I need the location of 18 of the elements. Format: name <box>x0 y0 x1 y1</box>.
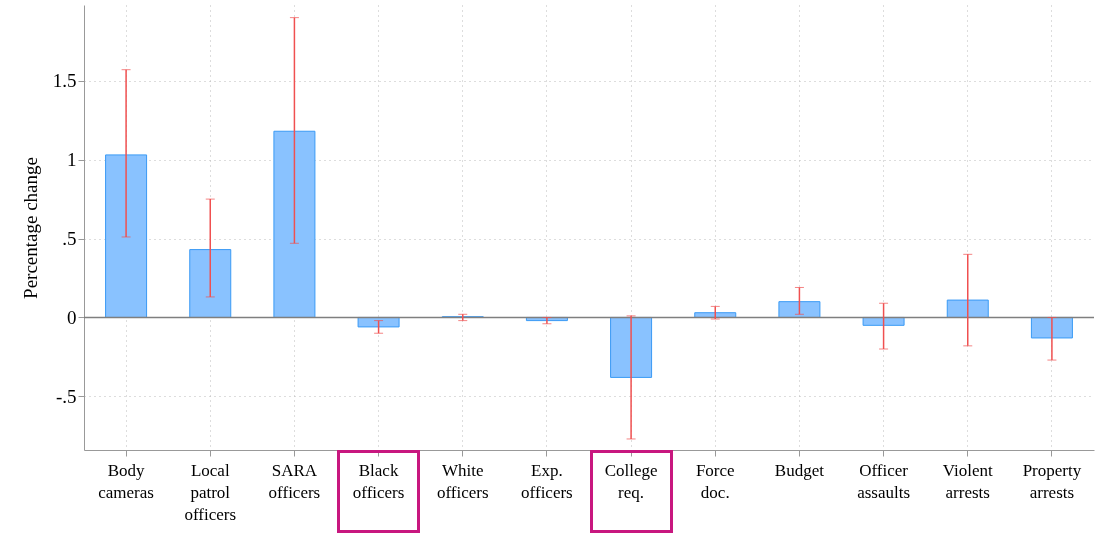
y-tick-label: -.5 <box>55 385 77 407</box>
x-tick-label: Officer assaults <box>857 460 911 502</box>
y-tick-label: .5 <box>62 228 77 250</box>
x-tick-label: Budget <box>774 460 825 480</box>
x-tick-label: Local patrol officers <box>184 460 237 524</box>
x-tick-label: Exp. officers <box>521 460 573 502</box>
x-tick-label: White officers <box>436 460 489 502</box>
x-tick-label: College req. <box>604 460 658 502</box>
y-tick-label: 1 <box>67 149 77 171</box>
x-tick-label: Black officers <box>352 460 405 502</box>
x-tick-label: Body cameras <box>98 460 154 502</box>
x-tick-label: Property arrests <box>1022 460 1082 502</box>
x-tick-label: SARA officers <box>268 460 321 502</box>
y-axis-title: Percentage change <box>19 157 41 299</box>
y-tick-label: 1.5 <box>52 70 77 92</box>
y-tick-label: 0 <box>67 306 77 328</box>
x-tick-label: Violent arrests <box>942 460 994 502</box>
x-tick-label: Force doc. <box>695 460 735 502</box>
